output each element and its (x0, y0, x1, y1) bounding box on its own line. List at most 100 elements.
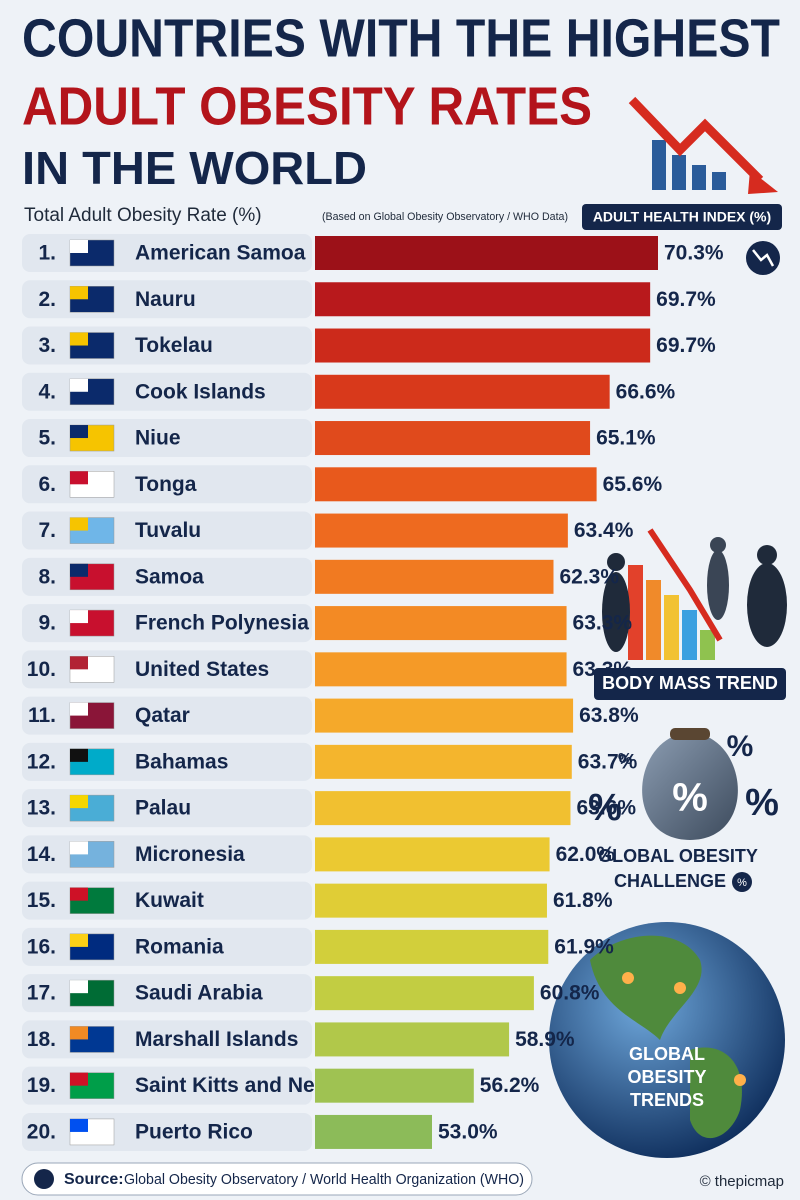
title-highlight: ADULT OBESITY RATES (22, 76, 592, 136)
country-name: Tonga (135, 473, 197, 496)
country-name: Tokelau (135, 334, 213, 357)
svg-text:%: % (745, 782, 779, 824)
bar (315, 374, 610, 409)
bar (315, 467, 597, 502)
bar (315, 698, 574, 733)
subtitle-note: (Based on Global Obesity Observatory / W… (322, 211, 568, 223)
flag-detail (70, 378, 88, 392)
country-name: Samoa (135, 565, 204, 588)
country-name: Romania (135, 935, 224, 958)
value-label: 56.2% (480, 1074, 540, 1097)
svg-text:%: % (588, 787, 622, 829)
flag-detail (70, 1026, 88, 1040)
rank: 15. (27, 889, 56, 912)
value-label: 69.7% (656, 334, 716, 357)
value-label: 65.1% (596, 427, 656, 450)
bar (315, 744, 572, 779)
annotation-bg (594, 668, 786, 700)
value-label: 63.7% (578, 750, 638, 773)
svg-text:%: % (618, 751, 632, 768)
annotation: GLOBAL (629, 1044, 705, 1064)
bar (315, 883, 547, 918)
value-label: 69.7% (656, 288, 716, 311)
flag-detail (70, 795, 88, 809)
bar (315, 1114, 432, 1149)
flag-detail (70, 517, 88, 531)
value-label: 53.0% (438, 1120, 498, 1143)
value-label: 70.3% (664, 242, 724, 265)
country-name: Qatar (135, 704, 190, 727)
rank: 2. (38, 288, 56, 311)
country-name: Puerto Rico (135, 1120, 253, 1143)
credit: © thepicmap (700, 1173, 784, 1190)
value-label: 62.0% (556, 843, 616, 866)
flag-detail (70, 610, 88, 624)
value-label: 63.6% (576, 797, 636, 820)
country-name: Saudi Arabia (135, 982, 263, 1005)
value-label: 65.6% (603, 473, 663, 496)
down-icon-arrow (752, 249, 775, 267)
bag-illustration: % % % % % % (588, 728, 779, 892)
badge: ADULT HEALTH INDEX (%) (593, 209, 771, 225)
value-label: 63.4% (574, 519, 634, 542)
title: COUNTRIES WITH THE HIGHEST (22, 8, 780, 68)
source-icon (34, 1169, 54, 1189)
country-name: Saint Kitts and Nevis (135, 1074, 344, 1097)
bar (315, 976, 534, 1011)
value-label: 63.8% (579, 704, 639, 727)
value-label: 61.8% (553, 889, 613, 912)
rank: 13. (27, 797, 56, 820)
bar (315, 421, 591, 456)
annotation: TRENDS (630, 1090, 704, 1110)
country-name: Marshall Islands (135, 1028, 298, 1051)
subtitle: Total Adult Obesity Rate (%) (24, 205, 262, 226)
bar (315, 559, 554, 594)
value-label: 58.9% (515, 1028, 575, 1051)
bar (315, 606, 567, 641)
value-label: 66.6% (616, 380, 676, 403)
rank: 3. (38, 334, 56, 357)
bar (315, 652, 567, 687)
source: Global Obesity Observatory / World Healt… (124, 1171, 524, 1188)
rank: 12. (27, 750, 56, 773)
globe-illustration (549, 922, 785, 1158)
country-name: Niue (135, 427, 181, 450)
annotation: CHALLENGE (614, 871, 726, 891)
rank: 4. (38, 380, 56, 403)
flag-detail (70, 933, 88, 947)
svg-text:%: % (727, 730, 754, 763)
trend-icon (628, 96, 778, 194)
rank: 6. (38, 473, 56, 496)
title-end: IN THE WORLD (22, 142, 367, 194)
flag-detail (70, 425, 88, 439)
flag-detail (70, 980, 88, 994)
flag-detail (70, 748, 88, 762)
body-mass-illustration (602, 528, 787, 660)
bar (315, 791, 571, 826)
bar (315, 236, 658, 270)
value-label: 62.3% (559, 565, 619, 588)
value-label: 60.8% (540, 982, 600, 1005)
country-name: United States (135, 658, 269, 681)
country-name: Tuvalu (135, 519, 201, 542)
bar (315, 929, 549, 964)
bar (315, 282, 651, 317)
source-bg (21, 1162, 533, 1196)
rank: 11. (28, 704, 56, 727)
rank: 5. (38, 427, 56, 450)
svg-text:%: % (737, 877, 747, 889)
source-label: Source: (64, 1171, 124, 1188)
bar (315, 513, 568, 548)
flag-detail (70, 1072, 88, 1086)
flag-detail (70, 656, 88, 670)
bar (315, 837, 550, 872)
country-name: Nauru (135, 288, 196, 311)
svg-text:%: % (672, 776, 708, 820)
flag-detail (70, 1118, 88, 1132)
annotation: BODY MASS TREND (602, 673, 778, 693)
country-name: American Samoa (135, 242, 306, 265)
flag-detail (70, 286, 88, 300)
bar (315, 328, 651, 363)
value-label: 63.3% (573, 612, 633, 635)
flag-detail (70, 240, 88, 253)
